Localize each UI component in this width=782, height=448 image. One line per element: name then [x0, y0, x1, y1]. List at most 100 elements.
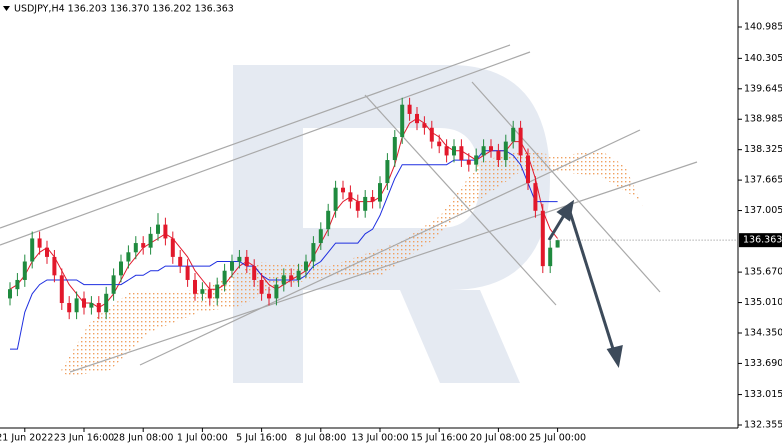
y-tick-label: 134.350: [744, 327, 782, 338]
menu-triangle: [3, 6, 10, 11]
candle-body: [74, 298, 79, 313]
candle-body: [281, 275, 286, 285]
candle-body: [156, 224, 160, 234]
candle-body: [52, 256, 57, 276]
candle-body: [355, 201, 360, 211]
candle-body: [296, 270, 301, 280]
candle-body: [178, 256, 183, 267]
candle-body: [548, 247, 553, 267]
candle-body: [244, 256, 249, 267]
y-tick-label: 132.355: [744, 420, 782, 431]
candle-body: [289, 275, 294, 280]
candle-body: [474, 155, 479, 165]
y-tick-label: 140.305: [744, 53, 782, 64]
candle-body: [133, 243, 138, 253]
forecast-arrow: [547, 199, 623, 369]
candle-body: [348, 192, 353, 202]
candle-body: [59, 275, 64, 304]
x-tick-label: 28 Jun 08:00: [113, 433, 173, 444]
candle-body: [89, 303, 94, 308]
candle-body: [415, 113, 419, 124]
candle-body: [511, 127, 516, 142]
candle-body: [489, 146, 493, 151]
candle-body: [230, 261, 234, 271]
candle-body: [22, 261, 27, 280]
candle-body: [526, 155, 530, 184]
candle-body: [481, 146, 486, 156]
candle-body: [422, 123, 427, 128]
x-tick-label: 5 Jul 16:00: [236, 433, 287, 444]
y-tick-label: 135.010: [744, 297, 782, 308]
candle-body: [185, 266, 190, 280]
y-tick-label: 137.005: [744, 205, 782, 216]
candle-body: [318, 229, 323, 244]
candle-body: [363, 196, 368, 211]
y-tick-label: 138.985: [744, 114, 782, 125]
candle-body: [148, 233, 153, 248]
candle-body: [444, 146, 449, 156]
candle-body: [496, 150, 501, 161]
candle-body: [466, 160, 471, 165]
y-tick-label: 133.690: [744, 358, 782, 369]
x-tick-label: 1 Jul 00:00: [177, 433, 228, 444]
candle-body: [274, 284, 279, 299]
candle-body: [141, 243, 146, 248]
ichimoku-cloud: [60, 150, 645, 376]
candle-body: [222, 270, 227, 285]
plot: [8, 97, 738, 350]
chart-title: USDJPY,H4 136.203 136.370 136.202 136.36…: [14, 4, 234, 15]
candle-body: [459, 146, 464, 161]
candle-body: [207, 289, 212, 299]
y-tick-label: 140.985: [744, 22, 782, 33]
candle-body: [407, 104, 412, 114]
candle-body: [267, 293, 271, 299]
candle-body: [37, 238, 42, 248]
candle-body: [392, 136, 397, 161]
candle-body: [15, 279, 20, 290]
candle-body: [8, 289, 12, 299]
y-tick-label: 133.015: [744, 389, 782, 400]
candle-body: [193, 279, 197, 294]
x-tick-label: 15 Jul 16:00: [411, 433, 468, 444]
y-tick-label: 139.645: [744, 83, 782, 94]
candle-body: [119, 261, 123, 276]
x-tick-label: 25 Jul 00:00: [529, 433, 586, 444]
candle-body: [341, 187, 345, 193]
candle-body: [111, 275, 116, 294]
candle-body: [540, 210, 545, 267]
trend-lines: [0, 44, 698, 373]
candle-body: [311, 243, 316, 262]
x-tick-label: 23 Jun 16:00: [54, 433, 114, 444]
candle-body: [333, 187, 338, 211]
candle-body: [237, 256, 242, 262]
candle-body: [400, 104, 405, 137]
y-tick-label: 138.325: [744, 144, 782, 155]
candle-body: [429, 127, 434, 142]
x-tick-label: 21 Jun 2022: [0, 433, 53, 444]
price-box: [739, 233, 782, 248]
candle-body: [503, 141, 508, 161]
candle-body: [82, 298, 86, 308]
candle-body: [163, 224, 168, 239]
candle-body: [96, 303, 101, 313]
candle-body: [518, 127, 523, 156]
candle-body: [126, 252, 131, 262]
candle-body: [30, 238, 35, 262]
candle-body: [385, 160, 390, 184]
candle-body: [370, 196, 375, 202]
candle-body: [104, 293, 109, 313]
candle-body: [45, 247, 49, 257]
price-label: 136.363: [743, 235, 782, 246]
candle-body: [533, 183, 538, 211]
candle-body: [67, 303, 72, 313]
candle-body: [252, 266, 257, 280]
candle-body: [437, 141, 442, 147]
candle-body: [170, 238, 175, 257]
x-tick-label: 20 Jul 08:00: [470, 433, 527, 444]
candle-body: [555, 240, 560, 248]
candle-body: [378, 183, 382, 202]
x-tick-label: 13 Jul 00:00: [352, 433, 409, 444]
candle-body: [259, 279, 264, 294]
y-tick-label: 137.665: [744, 175, 782, 186]
